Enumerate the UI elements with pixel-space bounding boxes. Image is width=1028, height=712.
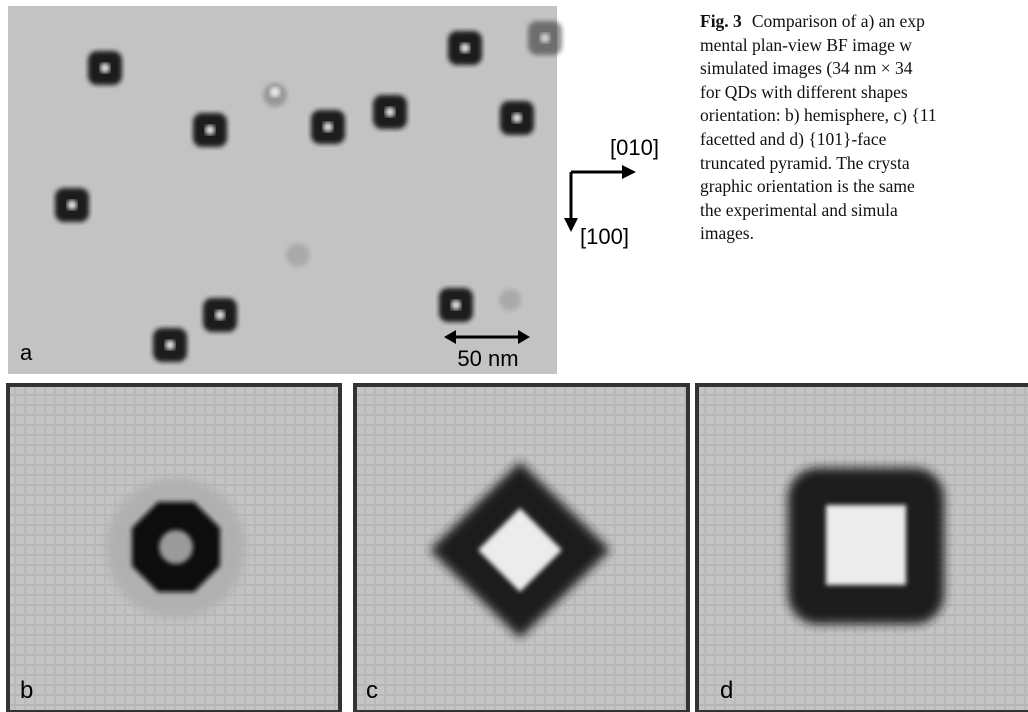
direction-label: [010]: [610, 135, 659, 160]
direction-label: [100]: [580, 224, 629, 249]
scale-label: 50 nm: [457, 346, 518, 371]
caption-line: for QDs with different shapes: [700, 81, 1028, 105]
caption-line: facetted and d) {101}-face: [700, 128, 1028, 152]
panel-a: 50 nm a: [8, 6, 562, 374]
panel-label: b: [20, 677, 33, 704]
direction-arrows: [564, 165, 636, 232]
panel-label: d: [720, 677, 733, 704]
caption-line: Fig. 3 Comparison of a) an exp: [700, 10, 1028, 34]
panel-label: a: [20, 340, 33, 365]
panel-c: c: [355, 385, 688, 712]
caption-line: truncated pyramid. The crysta: [700, 152, 1028, 176]
caption-line: the experimental and simula: [700, 199, 1028, 223]
figure-caption: Fig. 3 Comparison of a) an exp mental pla…: [700, 10, 1028, 246]
caption-label: Fig. 3: [700, 11, 742, 31]
panel-b: b: [8, 385, 340, 712]
panel-label: c: [366, 677, 378, 704]
panel-d: d: [697, 385, 1028, 712]
page: {"figure": { "panels": {"a": "a", "b": "…: [0, 0, 1028, 712]
caption-text: Comparison of a) an exp: [752, 11, 925, 31]
caption-line: graphic orientation is the same: [700, 175, 1028, 199]
caption-line: simulated images (34 nm × 34: [700, 57, 1028, 81]
caption-line: orientation: b) hemisphere, c) {11: [700, 104, 1028, 128]
caption-line: images.: [700, 222, 1028, 246]
caption-line: mental plan-view BF image w: [700, 34, 1028, 58]
